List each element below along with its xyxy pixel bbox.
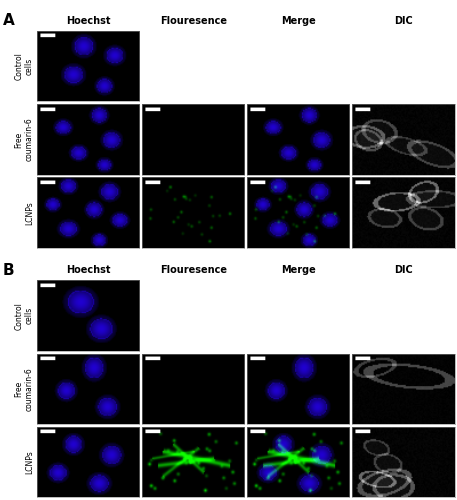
Text: A: A (3, 13, 15, 28)
Text: Control
cells: Control cells (15, 52, 34, 80)
Text: Flouresence: Flouresence (159, 16, 227, 26)
Text: DIC: DIC (394, 265, 413, 275)
Text: Free
coumarin-6: Free coumarin-6 (15, 118, 34, 162)
Text: LCNPs: LCNPs (25, 201, 34, 224)
Text: Flouresence: Flouresence (159, 265, 227, 275)
Text: B: B (3, 262, 15, 278)
Text: Merge: Merge (281, 16, 316, 26)
Text: Free
coumarin-6: Free coumarin-6 (15, 367, 34, 411)
Text: Merge: Merge (281, 265, 316, 275)
Text: Control
cells: Control cells (15, 302, 34, 330)
Text: LCNPs: LCNPs (25, 450, 34, 474)
Text: Hoechst: Hoechst (66, 265, 110, 275)
Text: DIC: DIC (394, 16, 413, 26)
Text: Hoechst: Hoechst (66, 16, 110, 26)
